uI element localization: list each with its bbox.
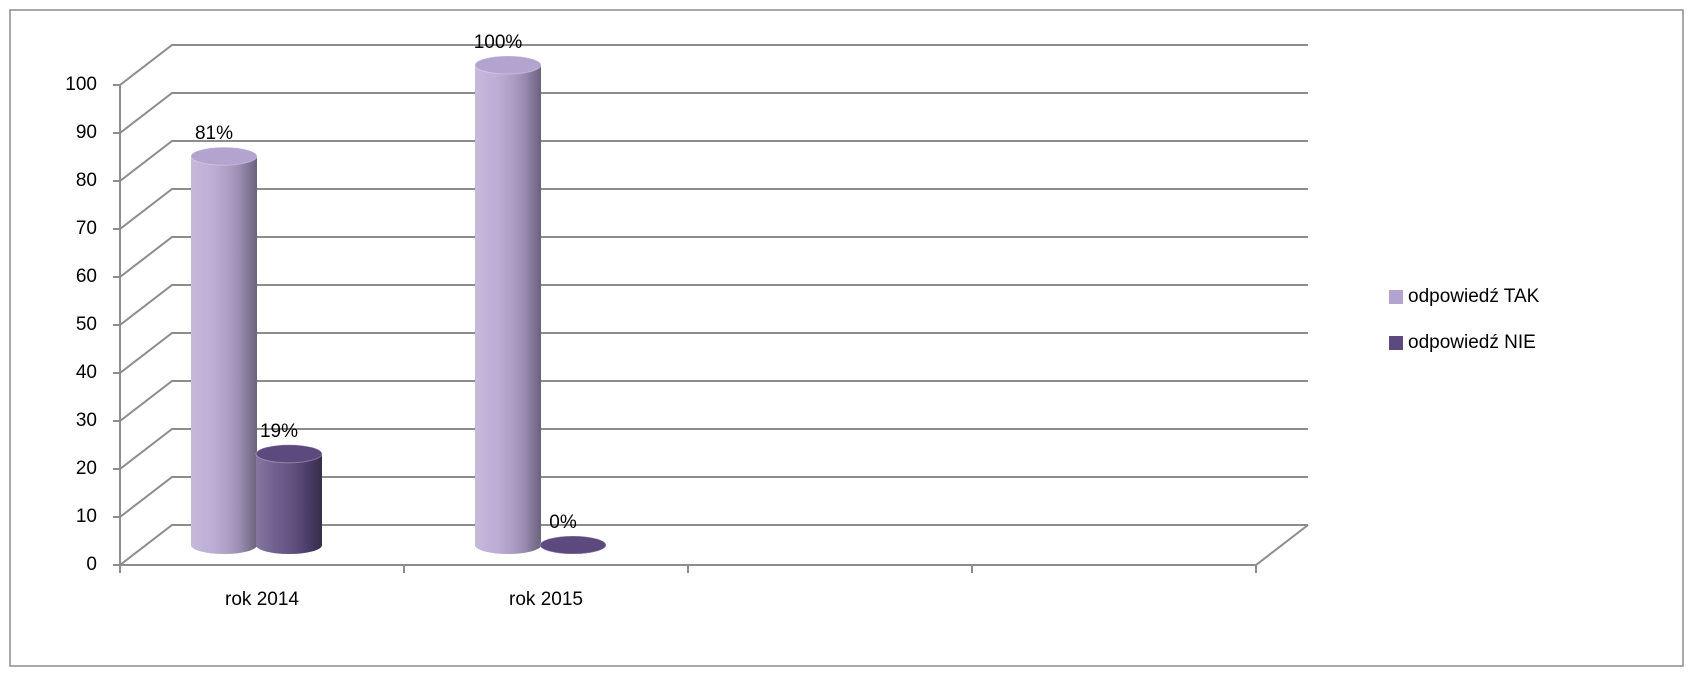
x-tick-label: rok 2015: [509, 589, 583, 610]
y-tick-label: 100: [65, 74, 97, 95]
value-label: 19%: [260, 421, 298, 442]
bar-shade: [256, 453, 322, 554]
y-tick-label: 10: [76, 506, 97, 527]
y-tick-label: 60: [76, 266, 97, 287]
y-tick-label: 40: [76, 362, 97, 383]
legend-label: odpowiedź TAK: [1408, 286, 1540, 307]
grid-line: [119, 428, 1308, 470]
bar-top: [539, 535, 607, 555]
value-label: 0%: [549, 512, 577, 533]
grid-line: [119, 140, 1308, 182]
x-tick-label: rok 2014: [225, 589, 299, 610]
grid-line: [119, 380, 1308, 422]
legend-swatch: [1389, 290, 1403, 304]
legend-label: odpowiedź NIE: [1408, 332, 1536, 353]
grid-line: [119, 92, 1308, 134]
value-label: 100%: [474, 32, 523, 53]
y-tick-label: 50: [76, 314, 97, 335]
grid-line: [119, 332, 1308, 374]
y-tick-label: 0: [86, 554, 97, 575]
legend-swatch: [1389, 336, 1403, 350]
bar-shade: [475, 65, 541, 554]
bar-shade: [191, 156, 257, 554]
y-tick-label: 90: [76, 122, 97, 143]
y-tick-label: 70: [76, 218, 97, 239]
y-tick-label: 80: [76, 170, 97, 191]
grid-line: [119, 284, 1308, 326]
y-tick-label: 30: [76, 410, 97, 431]
grid-line: [119, 44, 1308, 86]
bar-top: [190, 146, 258, 166]
bar-top: [474, 55, 542, 75]
bar-top: [255, 444, 323, 464]
grid-line: [119, 476, 1308, 518]
value-label: 81%: [195, 123, 233, 144]
chart-border: [9, 9, 1684, 667]
grid-line: [119, 236, 1308, 278]
grid-line: [119, 524, 1308, 566]
y-tick-label: 20: [76, 458, 97, 479]
grid-line: [119, 188, 1308, 230]
